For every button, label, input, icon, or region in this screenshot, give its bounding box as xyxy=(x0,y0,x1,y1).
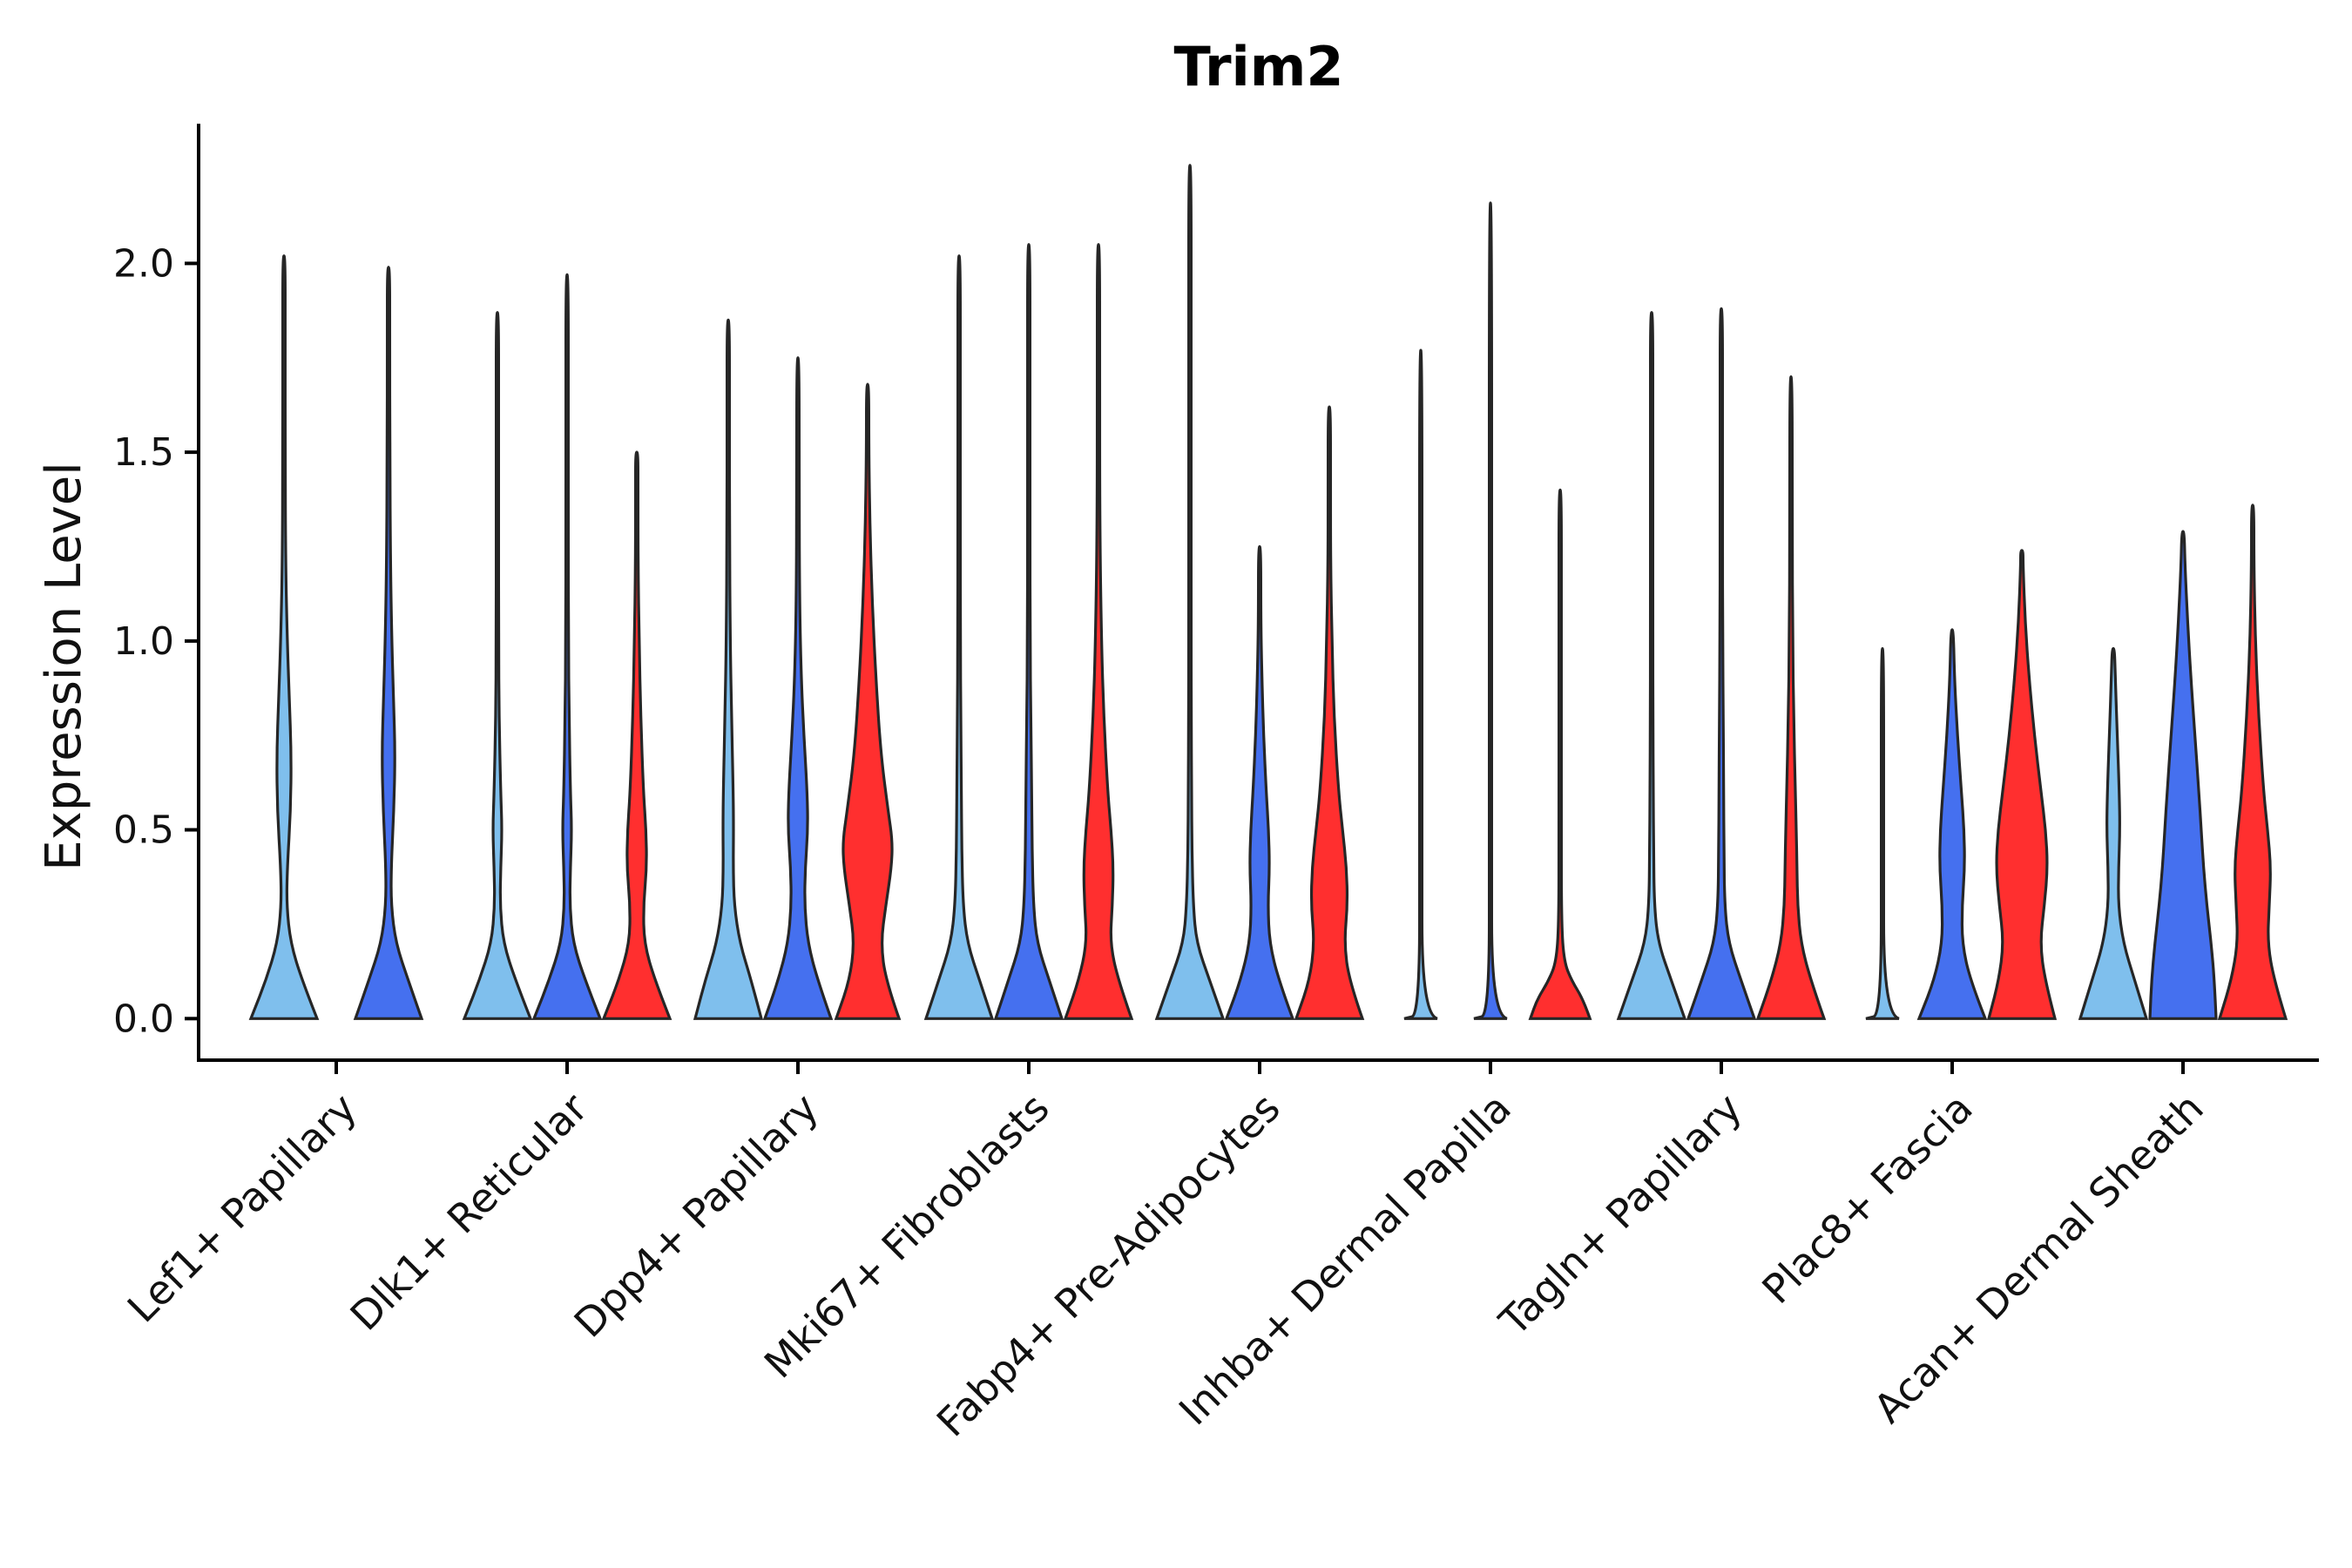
x-tick-label: Plac8+ Fascia xyxy=(1753,1085,1981,1313)
violin-fabp4-pre-adipocytes-g1 xyxy=(1154,164,1226,1020)
violin-acan-dermal-sheath-g2 xyxy=(2148,530,2218,1020)
x-tick-label: Dlk1+ Reticular xyxy=(341,1085,597,1340)
y-ticks: 0.0 0.5 1.0 1.5 2.0 xyxy=(113,241,199,1041)
violin-tagln-papillary-g3 xyxy=(1755,375,1827,1020)
y-tick-label: 0.5 xyxy=(113,808,174,853)
chart-title: Trim2 xyxy=(1173,35,1343,98)
violin-dpp4-papillary-g1 xyxy=(693,318,764,1020)
violin-dlk1-reticular-g2 xyxy=(531,273,603,1020)
y-tick-label: 1.0 xyxy=(113,619,174,664)
violin-dlk1-reticular-g3 xyxy=(601,450,672,1020)
violin-lef1-papillary-g1 xyxy=(248,254,320,1020)
y-axis-label: Expression Level xyxy=(36,462,92,871)
violin-mki67-fibroblasts-g1 xyxy=(923,254,995,1020)
x-tick-label: Dpp4+ Papillary xyxy=(565,1085,828,1347)
y-tick-label: 1.5 xyxy=(113,430,174,475)
y-tick-label: 2.0 xyxy=(113,241,174,286)
violin-acan-dermal-sheath-g3 xyxy=(2217,504,2288,1020)
y-tick-label: 0.0 xyxy=(113,997,174,1041)
violin-mki67-fibroblasts-g3 xyxy=(1063,243,1134,1020)
violin-tagln-papillary-g2 xyxy=(1686,307,1757,1020)
violin-fabp4-pre-adipocytes-g2 xyxy=(1224,544,1295,1020)
violin-lef1-papillary-g2 xyxy=(353,266,424,1020)
x-tick-label: Tagln+ Papillary xyxy=(1490,1085,1751,1346)
violin-fabp4-pre-adipocytes-g3 xyxy=(1294,405,1365,1020)
violin-mki67-fibroblasts-g2 xyxy=(993,243,1064,1020)
violin-dpp4-papillary-g3 xyxy=(834,382,902,1020)
violin-dpp4-papillary-g2 xyxy=(762,356,834,1020)
violin-acan-dermal-sheath-g1 xyxy=(2078,646,2149,1020)
violin-inhba-dermal-papilla-g1 xyxy=(1403,348,1438,1020)
violin-plac8-fascia-g1 xyxy=(1865,646,1900,1020)
violin-plac8-fascia-g2 xyxy=(1916,628,1988,1020)
violin-dlk1-reticular-g1 xyxy=(462,311,533,1020)
violin-inhba-dermal-papilla-g2 xyxy=(1473,201,1508,1020)
violin-inhba-dermal-papilla-g3 xyxy=(1528,488,1592,1020)
violin-layer xyxy=(248,164,2288,1020)
violin-tagln-papillary-g1 xyxy=(1616,311,1687,1020)
violin-plac8-fascia-g3 xyxy=(1986,549,2058,1020)
x-tick-label: Lef1+ Papillary xyxy=(118,1085,366,1332)
